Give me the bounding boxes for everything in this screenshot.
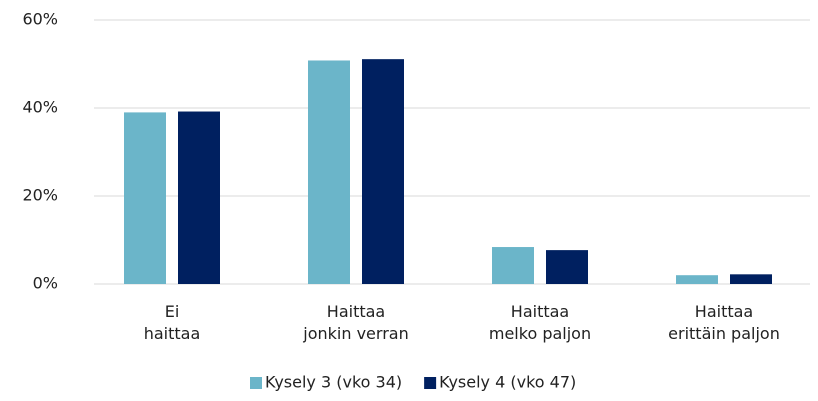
- bar: [362, 59, 404, 284]
- x-tick-line: Ei: [165, 302, 180, 321]
- bar: [676, 275, 718, 284]
- x-tick-line: Haittaa: [511, 302, 569, 321]
- legend-label: Kysely 4 (vko 47): [439, 373, 576, 392]
- x-tick-line: melko paljon: [489, 324, 591, 343]
- bar: [308, 60, 350, 285]
- legend-swatch: [424, 377, 437, 389]
- bar: [546, 250, 588, 284]
- y-tick-label: 40%: [22, 98, 58, 117]
- x-tick-line: jonkin verran: [302, 324, 408, 343]
- x-tick-line: erittäin paljon: [668, 324, 780, 343]
- x-tick-label: Ei haittaa: [144, 302, 201, 343]
- legend-swatch: [250, 377, 262, 389]
- bar: [730, 274, 772, 284]
- x-tick-label: Haittaa erittäin paljon: [668, 302, 780, 343]
- bar: [124, 112, 166, 285]
- y-tick-label: 0%: [33, 274, 58, 293]
- x-tick-label: Haittaa melko paljon: [489, 302, 591, 343]
- bar: [492, 247, 534, 284]
- legend-label: Kysely 3 (vko 34): [265, 373, 402, 392]
- x-tick-line: Haittaa: [327, 302, 385, 321]
- x-tick-line: Haittaa: [695, 302, 753, 321]
- y-tick-label: 60%: [22, 10, 58, 29]
- x-tick-line: haittaa: [144, 324, 201, 343]
- x-tick-label: Haittaa jonkin verran: [302, 302, 408, 343]
- y-tick-label: 20%: [22, 186, 58, 205]
- bar: [178, 111, 220, 285]
